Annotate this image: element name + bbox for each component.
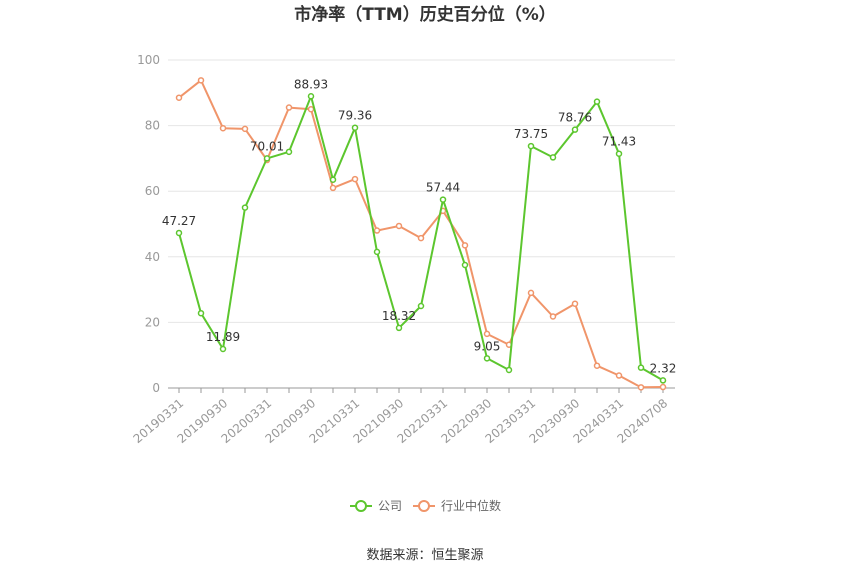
data-point: [373, 227, 381, 234]
data-point: [307, 93, 315, 100]
data-point: [307, 105, 315, 113]
y-tick-label: 40: [145, 250, 160, 264]
data-point: [549, 313, 557, 320]
data-point: [197, 77, 205, 84]
data-point: [483, 355, 491, 362]
data-point: [549, 154, 557, 161]
data-point: [571, 300, 579, 307]
data-label: 88.93: [294, 77, 328, 91]
data-point: [285, 104, 293, 111]
data-point: [219, 124, 227, 132]
data-label: 71.43: [602, 135, 636, 149]
data-point: [395, 222, 403, 230]
data-point: [483, 330, 491, 338]
data-point: [175, 229, 183, 237]
data-point: [637, 384, 645, 391]
series-industry: [175, 77, 667, 391]
y-tick-label: 0: [152, 381, 160, 395]
data-point: [241, 204, 249, 211]
data-label: 9.05: [474, 339, 501, 353]
data-label: 78.76: [558, 111, 592, 125]
data-point: [417, 302, 425, 310]
data-point: [351, 175, 359, 183]
legend-item-industry[interactable]: 行业中位数: [413, 498, 501, 513]
data-point: [637, 364, 645, 371]
data-point: [461, 261, 469, 269]
data-point: [263, 155, 271, 162]
x-axis: 2019033120190930202003312020093020210331…: [131, 387, 675, 446]
data-source: 数据来源：恒生聚源: [366, 548, 483, 563]
data-point: [527, 142, 535, 150]
data-label: 57.44: [426, 181, 460, 195]
series-company: [175, 93, 667, 384]
y-tick-label: 20: [145, 315, 160, 329]
data-label: 47.27: [162, 214, 196, 228]
data-point: [659, 383, 667, 391]
legend-marker-company: [355, 500, 367, 512]
data-point: [461, 242, 469, 249]
data-point: [527, 289, 535, 297]
data-point: [219, 345, 227, 353]
data-point: [659, 377, 667, 384]
data-point: [593, 98, 601, 105]
data-point: [285, 148, 293, 156]
y-axis: 0 20 40 60 80 100: [137, 53, 160, 395]
data-point: [175, 94, 183, 101]
data-point: [329, 184, 337, 192]
data-label: 70.01: [250, 139, 284, 153]
legend-item-company[interactable]: 公司: [350, 499, 402, 513]
data-label: 79.36: [338, 109, 372, 123]
series-group: [175, 77, 667, 391]
legend-label-industry: 行业中位数: [441, 498, 501, 513]
data-point: [373, 248, 381, 256]
data-point: [329, 176, 337, 183]
y-tick-label: 60: [145, 184, 160, 198]
data-point: [351, 124, 359, 131]
data-point: [615, 150, 623, 157]
chart-title: 市净率（TTM）历史百分位（%）: [294, 4, 556, 25]
data-label: 18.32: [382, 309, 416, 323]
y-tick-label: 100: [137, 53, 160, 67]
data-label: 11.89: [206, 330, 240, 344]
series-line: [178, 79, 664, 389]
data-labels: 47.27 11.89 70.01 88.93 79.36 18.32 57.44 9.05 7…: [162, 77, 677, 375]
data-point: [197, 309, 205, 317]
legend-marker-industry: [418, 500, 430, 512]
data-label: 73.75: [514, 127, 548, 141]
legend-label-company: 公司: [378, 499, 402, 513]
legend[interactable]: 公司 行业中位数: [350, 498, 501, 513]
data-point: [593, 362, 601, 369]
data-point: [241, 125, 249, 133]
data-point: [417, 234, 425, 242]
y-tick-label: 80: [145, 119, 160, 133]
data-point: [395, 324, 403, 332]
data-label: 2.32: [650, 361, 677, 375]
data-point: [439, 196, 447, 203]
data-point: [505, 366, 513, 374]
data-point: [615, 372, 623, 379]
data-point: [571, 126, 579, 133]
